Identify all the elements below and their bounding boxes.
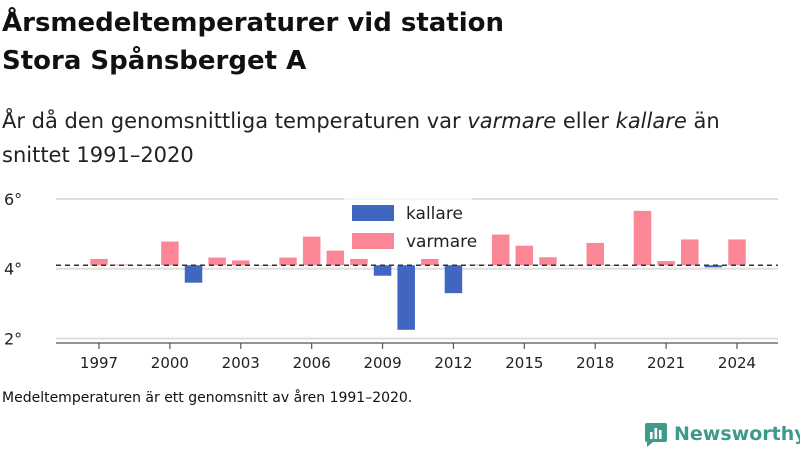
legend-label: kallare xyxy=(406,204,463,224)
newsworthy-logo: Newsworthy xyxy=(644,420,800,448)
bar xyxy=(232,260,250,266)
y-tick-label: 2° xyxy=(4,330,22,349)
bar xyxy=(728,239,746,266)
bar xyxy=(184,265,203,283)
bar xyxy=(208,257,226,266)
bar xyxy=(515,245,534,266)
x-tick-label: 2006 xyxy=(293,354,331,372)
bar xyxy=(633,210,652,266)
legend-swatch xyxy=(352,205,394,221)
bar xyxy=(397,265,415,330)
bar xyxy=(161,241,179,266)
subtitle-part2: eller xyxy=(556,109,616,133)
bar xyxy=(586,242,604,266)
bar xyxy=(350,258,368,266)
bar xyxy=(421,258,439,266)
subtitle-part3: än snittet 1991–2020 xyxy=(2,109,720,167)
subtitle-warmer: varmare xyxy=(467,109,557,133)
bar xyxy=(373,265,392,276)
x-tick-label: 2003 xyxy=(222,354,260,372)
bar xyxy=(539,257,557,266)
x-tick-label: 2024 xyxy=(718,354,756,372)
bar xyxy=(704,265,723,268)
y-tick-label: 6° xyxy=(4,190,22,209)
x-tick-label: 2021 xyxy=(647,354,685,372)
subtitle-colder: kallare xyxy=(615,109,687,133)
x-tick-label: 2015 xyxy=(505,354,543,372)
bar xyxy=(657,261,675,266)
footnote: Medeltemperaturen är ett genomsnitt av å… xyxy=(2,390,413,406)
bar xyxy=(302,236,321,266)
chart-area: 2° 4° 6° kallare varmare 1997 2000 2003 2006 2009… xyxy=(4,190,778,372)
x-tick-label: 2018 xyxy=(576,354,614,372)
x-tick-label: 2012 xyxy=(434,354,472,372)
y-tick-label: 4° xyxy=(4,260,22,279)
chart-subtitle: År då den genomsnittliga temperaturen va… xyxy=(2,104,782,172)
bar xyxy=(680,239,699,266)
bar xyxy=(90,258,108,266)
chart-title-line2: Stora Spånsberget A xyxy=(2,46,307,76)
chart-title: Årsmedeltemperaturer vid station Stora S… xyxy=(2,4,762,80)
bar xyxy=(444,265,463,294)
x-tick-label: 2000 xyxy=(151,354,189,372)
subtitle-part1: År då den genomsnittliga temperaturen va… xyxy=(2,109,468,133)
legend-label: varmare xyxy=(406,232,477,252)
bar xyxy=(279,257,297,266)
x-tick-label: 2009 xyxy=(363,354,401,372)
x-tick-label: 1997 xyxy=(80,354,118,372)
bar xyxy=(326,250,345,266)
bar xyxy=(468,264,486,266)
chart-title-line1: Årsmedeltemperaturer vid station xyxy=(2,8,505,38)
newsworthy-logo-icon xyxy=(645,423,667,447)
bar xyxy=(491,234,510,266)
newsworthy-logo-text: Newsworthy xyxy=(674,423,800,445)
legend-swatch xyxy=(352,233,394,249)
